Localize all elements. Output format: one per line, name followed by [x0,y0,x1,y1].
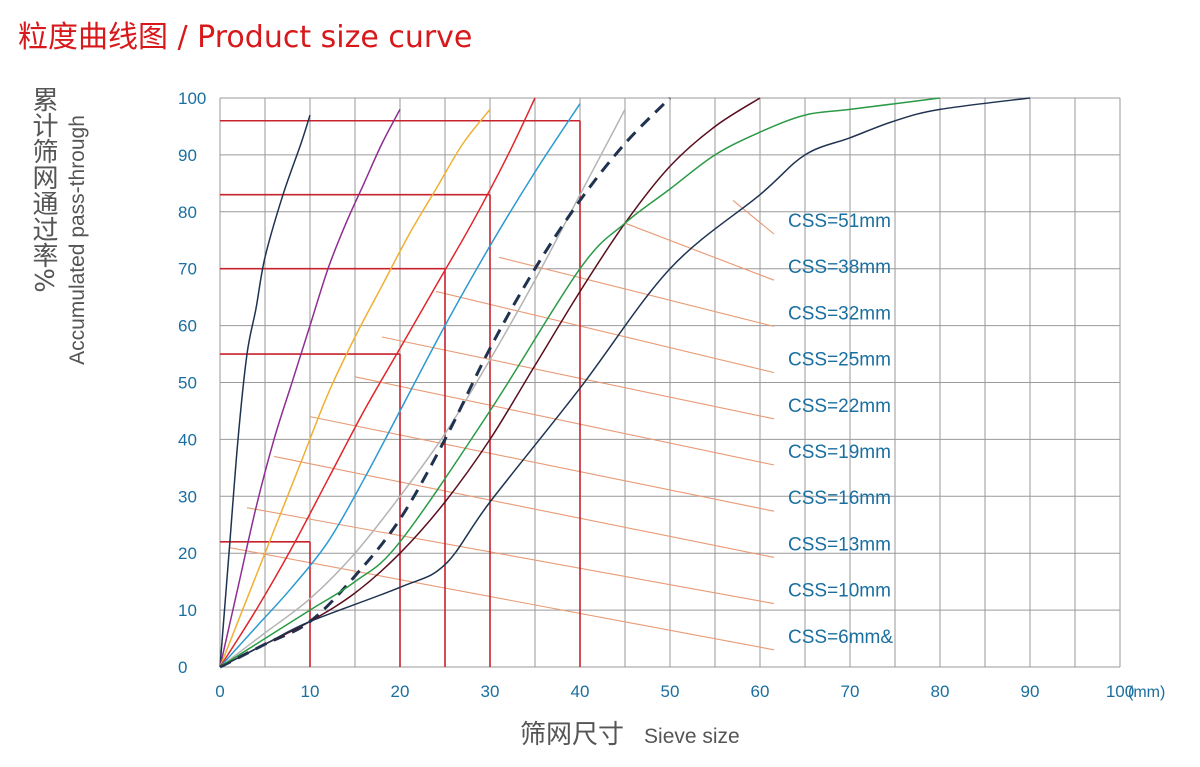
y-tick-label: 20 [178,544,197,563]
series-line-2 [219,109,401,668]
series-line-3 [219,108,491,668]
y-axis-label-percent: % [28,268,58,293]
series-line-4 [219,97,536,668]
x-axis-label-chinese: 筛网尺寸 [520,720,625,750]
annotation-label: CSS=6mm& [788,627,893,648]
y-tick-label: 0 [178,658,187,677]
annotation-leader-line [309,416,775,512]
annotation-leader-line [498,256,775,327]
annotation-leader-line [381,336,775,420]
y-tick-label: 100 [178,89,206,108]
y-tick-label: 60 [178,317,197,336]
y-tick-label: 80 [178,203,197,222]
annotation-label: CSS=38mm [788,257,891,278]
x-tick-label: 20 [391,682,410,701]
x-tick-label: 90 [1021,682,1040,701]
annotation-label: CSS=32mm [788,303,891,324]
annotation-leader-line [273,455,775,558]
y-tick-label: 90 [178,146,197,165]
annotation-label: CSS=10mm [788,581,891,602]
grid [219,97,1121,668]
series-line-10 [219,97,1031,668]
annotation-leader-line [435,290,775,374]
y-tick-label: 10 [178,601,197,620]
annotation-label: CSS=19mm [788,442,891,463]
series-line-7 [219,96,672,669]
annotation-label: CSS=51mm [788,211,891,232]
series-line-9 [219,97,941,668]
x-axis-label-english: Sieve size [644,725,740,748]
y-tick-label: 30 [178,487,197,506]
x-tick-label: 30 [481,682,500,701]
annotation-leader-line [228,546,775,651]
y-tick-label: 40 [178,430,197,449]
x-tick-label: 40 [571,682,590,701]
x-tick-label: 100 [1106,682,1134,701]
annotation-leader-line [246,507,775,605]
chart-title: 粒度曲线图 / Product size curve [18,20,473,55]
y-tick-label: 70 [178,260,197,279]
x-tick-label: 50 [661,682,680,701]
x-axis-label: 筛网尺寸 Sieve size [520,714,740,751]
annotation-leader-line [354,376,775,466]
annotation-label: CSS=13mm [788,534,891,555]
y-axis-label-chinese: 累计筛网通过率% [24,86,60,293]
y-tick-label: 50 [178,374,197,393]
annotation-leader-line [624,222,775,281]
annotation-leader-line [732,199,775,235]
x-tick-label: 70 [841,682,860,701]
annotation-label: CSS=16mm [788,488,891,509]
x-tick-label: 60 [751,682,770,701]
y-axis-label-chinese-text: 累计筛网通过率 [28,86,58,268]
x-tick-label: 80 [931,682,950,701]
series-line-5 [219,103,581,668]
x-axis-unit: (mm) [1128,684,1165,701]
series-line-1 [219,114,311,668]
annotation-label: CSS=22mm [788,396,891,417]
x-tick-label: 10 [301,682,320,701]
annotation-label: CSS=25mm [788,350,891,371]
x-tick-label: 0 [215,682,224,701]
